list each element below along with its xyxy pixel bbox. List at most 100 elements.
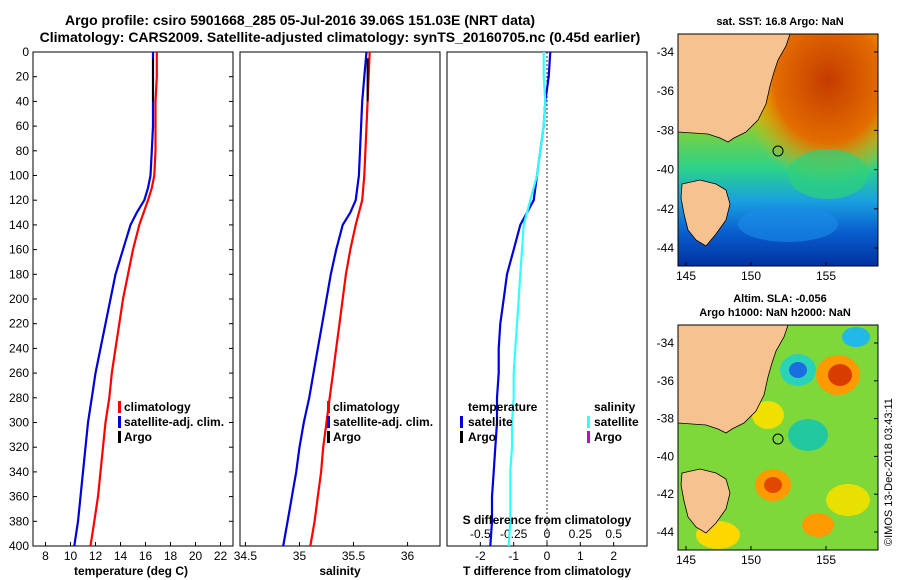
- legend-satellite-swatch: [327, 416, 330, 428]
- depth-tick-label: 40: [16, 94, 30, 108]
- salinity-plot-frame: [239, 51, 441, 547]
- sla-eddy-warm: [826, 484, 870, 516]
- legend-climatology-swatch: [118, 401, 121, 413]
- series-line-climatology: [89, 52, 158, 547]
- map-y-tick-label: -44: [657, 241, 675, 255]
- series-line-satellite-adj-clim-: [282, 51, 368, 547]
- mainland-australia: [678, 325, 789, 434]
- x-top-tick-label: 0.25: [569, 527, 593, 541]
- map-y-tick-label: -40: [657, 163, 675, 177]
- map-y-tick-label: -42: [657, 202, 675, 216]
- map-y-tick-label: -38: [657, 123, 675, 137]
- sla-eddy-cold: [788, 419, 828, 451]
- legend-temp-argo-swatch: [460, 431, 463, 443]
- legend-temp-argo-label: Argo: [468, 430, 496, 444]
- tasmania: [680, 179, 731, 247]
- x-tick-label: 1: [577, 549, 584, 563]
- difference-legend: temperature satellite Argo salinity sate…: [460, 400, 639, 444]
- salinity-lines: [282, 51, 371, 547]
- x-tick-label: -2: [475, 549, 486, 563]
- depth-tick-label: 80: [16, 144, 30, 158]
- depth-tick-label: 360: [9, 490, 29, 504]
- series-line-satellite-adj-clim-: [73, 52, 155, 547]
- depth-tick-label: 140: [9, 218, 29, 232]
- imos-credit: ©IMOS 13-Dec-2018 03:43:11: [883, 398, 895, 546]
- x-tick-label: 2: [610, 549, 617, 563]
- sst-map-frame: [677, 33, 879, 267]
- sla-eddy-core: [764, 477, 782, 493]
- map-x-tick-label: 155: [816, 553, 836, 567]
- x-tick-label: 16: [139, 549, 153, 563]
- sla-map-subtitle: Argo h1000: NaN h2000: NaN: [699, 307, 851, 319]
- legend-argo-label: Argo: [124, 430, 152, 444]
- legend-argo-label: Argo: [333, 430, 361, 444]
- legend-argo-swatch: [118, 431, 121, 443]
- temperature-plot-frame: [32, 51, 234, 547]
- sla-eddy-core: [789, 362, 807, 378]
- sla-eddy-warm: [752, 401, 784, 429]
- sst-map-title: sat. SST: 16.8 Argo: NaN: [716, 16, 843, 28]
- map-x-tick-label: 150: [741, 269, 761, 283]
- sla-map-ticks: 145 150 155 -34 -36 -38 -40 -42 -44: [657, 336, 878, 567]
- legend-climatology-swatch: [327, 401, 330, 413]
- x-tick-label: 10: [64, 549, 78, 563]
- legend-satellite-label: satellite-adj. clim.: [333, 415, 433, 429]
- sst-map: sat. SST: 16.8 Argo: NaN: [657, 16, 879, 283]
- legend-temp-satellite-swatch: [460, 416, 463, 428]
- x-top-tick-label: -0.5: [470, 527, 491, 541]
- map-y-tick-label: -44: [657, 525, 675, 539]
- x-tick-label: 22: [214, 549, 228, 563]
- map-y-tick-label: -40: [657, 449, 675, 463]
- legend-temp-satellite-label: satellite: [468, 415, 513, 429]
- title-line-1: Argo profile: csiro 5901668_285 05-Jul-2…: [65, 12, 535, 28]
- difference-lines: [489, 51, 552, 547]
- map-x-tick-label: 145: [676, 553, 696, 567]
- depth-tick-label: 380: [9, 514, 29, 528]
- x-tick-label: 35: [293, 549, 307, 563]
- x-tick-label: 35.5: [342, 549, 366, 563]
- salinity-x-ticks: 34.5 35 35.5 36: [234, 542, 415, 563]
- sla-eddy-core: [828, 364, 852, 386]
- mainland-australia: [678, 34, 791, 143]
- sla-map: Altim. SLA: -0.056 Argo h1000: NaN h2000…: [657, 293, 879, 567]
- x-tick-label: 8: [42, 549, 49, 563]
- difference-plot-frame: [446, 51, 648, 547]
- map-x-tick-label: 145: [676, 269, 696, 283]
- series-line-salinity-satellite: [507, 52, 547, 547]
- legend-temperature-title: temperature: [468, 400, 538, 414]
- map-y-tick-label: -42: [657, 487, 675, 501]
- x-tick-label: 18: [164, 549, 178, 563]
- x-tick-label: 20: [189, 549, 203, 563]
- depth-tick-label: 60: [16, 119, 30, 133]
- sst-map-image: [678, 34, 878, 266]
- legend-climatology-label: climatology: [124, 400, 191, 414]
- sst-patch: [738, 206, 838, 242]
- legend-sal-argo-label: Argo: [594, 430, 622, 444]
- legend-climatology-label: climatology: [333, 400, 400, 414]
- argo-position-marker: [772, 145, 784, 157]
- legend-salinity-title: salinity: [594, 400, 636, 414]
- temperature-x-ticks: 8 10 12 14 16 18 20 22: [42, 542, 227, 563]
- difference-top-x-label: S difference from climatology: [463, 513, 632, 527]
- legend-satellite-swatch: [118, 416, 121, 428]
- temperature-panel: 0204060801001201401601802002202402602803…: [9, 45, 647, 578]
- depth-tick-label: 20: [16, 70, 30, 84]
- depth-tick-label: 160: [9, 243, 29, 257]
- temperature-x-label: temperature (deg C): [74, 564, 188, 578]
- argo-position-marker: [772, 433, 784, 445]
- map-y-tick-label: -36: [657, 84, 675, 98]
- map-y-tick-label: -38: [657, 412, 675, 426]
- salinity-legend: climatology satellite-adj. clim. Argo: [327, 400, 433, 444]
- tasmania: [680, 468, 731, 534]
- depth-tick-label: 220: [9, 317, 29, 331]
- salinity-panel: 34.5 35 35.5 36 climatology satellite-adj. …: [234, 51, 441, 578]
- temperature-legend: climatology satellite-adj. clim. Argo: [118, 400, 224, 444]
- depth-tick-label: 260: [9, 366, 29, 380]
- sst-map-ticks: 145 150 155 -34 -36 -38 -40 -42 -44: [657, 45, 878, 283]
- title-line-2: Climatology: CARS2009. Satellite-adjuste…: [40, 29, 641, 45]
- legend-sal-satellite-label: satellite: [594, 415, 639, 429]
- legend-sal-argo-swatch: [587, 431, 590, 443]
- map-x-tick-label: 155: [816, 269, 836, 283]
- depth-tick-label: 100: [9, 169, 29, 183]
- map-y-tick-label: -34: [657, 45, 675, 59]
